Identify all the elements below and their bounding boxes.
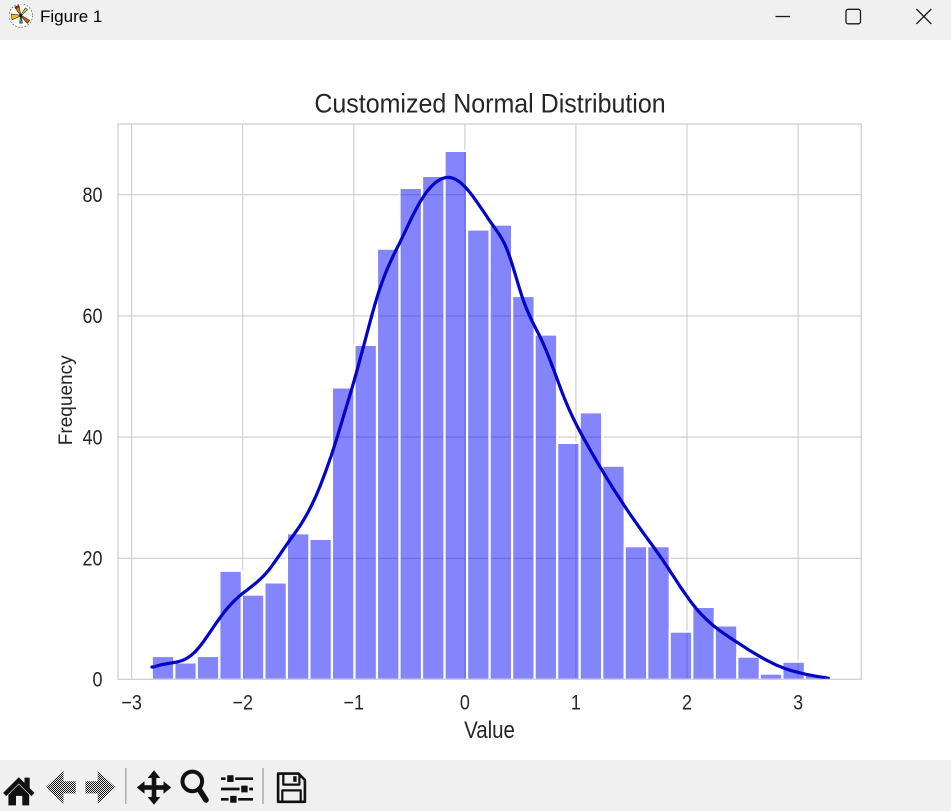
svg-text:1: 1 [571,691,581,715]
svg-text:80: 80 [82,184,102,208]
svg-text:3: 3 [793,691,803,715]
svg-text:0: 0 [92,668,102,692]
svg-text:40: 40 [82,426,102,450]
svg-text:20: 20 [82,547,102,571]
svg-text:60: 60 [82,305,102,329]
svg-text:−1: −1 [344,691,365,715]
svg-text:Customized Normal Distribution: Customized Normal Distribution [314,90,665,119]
svg-text:−2: −2 [232,691,253,715]
svg-text:Value: Value [464,717,515,744]
svg-text:0: 0 [460,691,470,715]
svg-text:−3: −3 [121,691,142,715]
svg-text:2: 2 [682,691,692,715]
svg-text:Frequency: Frequency [56,355,77,445]
